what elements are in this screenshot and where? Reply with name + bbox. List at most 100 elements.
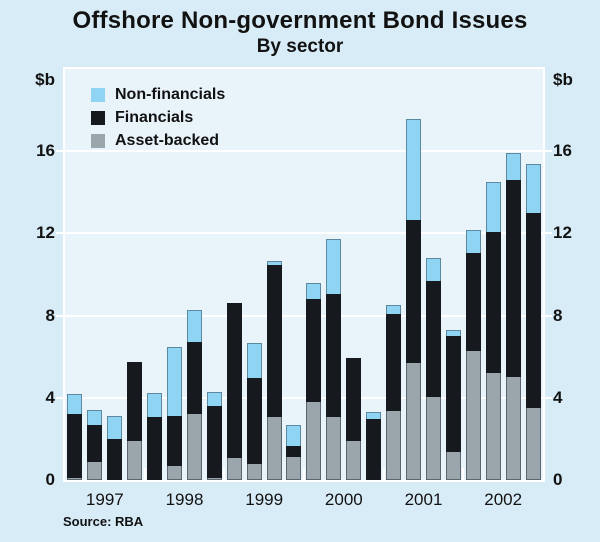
bar-segment-financials — [366, 419, 382, 480]
bar-segment-financials — [126, 361, 142, 441]
bar-segment-financials — [446, 336, 462, 453]
year-separator-tick — [143, 468, 146, 480]
bar-segment-non-financials — [286, 424, 302, 447]
gridline-8 — [65, 314, 543, 317]
bar-segment-non-financials — [206, 391, 222, 407]
bar-segment-asset-backed — [166, 465, 182, 480]
y-tick-label-ytick-left-4: 4 — [45, 387, 55, 407]
legend-label: Asset-backed — [115, 132, 220, 149]
bar-segment-financials — [166, 416, 182, 466]
y-tick-label-ytick-left-0: 0 — [45, 470, 55, 489]
year-separator-tick — [223, 468, 226, 480]
axis-tick-mark — [545, 314, 552, 317]
legend-swatch-icon — [91, 88, 105, 102]
bar-segment-non-financials — [446, 330, 462, 337]
legend-item-asset-backed: Asset-backed — [91, 132, 225, 150]
bar-1998-q1 — [146, 69, 162, 480]
bar-segment-asset-backed — [486, 373, 502, 480]
bar-2002-q2 — [486, 69, 502, 480]
bar-1999-q3 — [266, 69, 282, 480]
y-tick-label-ytick-left-16: 16 — [36, 141, 55, 161]
bar-1999-q1 — [226, 69, 242, 480]
x-tick-label-1997: 1997 — [85, 490, 124, 509]
axis-tick-mark — [56, 396, 63, 399]
bar-segment-asset-backed — [326, 417, 342, 480]
bar-segment-asset-backed — [426, 396, 442, 480]
x-tick-label-1999: 1999 — [245, 490, 284, 509]
bar-segment-asset-backed — [286, 457, 302, 480]
bar-segment-asset-backed — [386, 411, 402, 480]
y-tick-label-ytick-right-16: 16 — [553, 141, 572, 161]
bar-2001-q3 — [426, 69, 442, 480]
axis-tick-mark — [56, 232, 63, 235]
legend-item-financials: Financials — [91, 109, 225, 127]
legend: Non-financials Financials Asset-backed — [91, 86, 225, 150]
bar-1997-q1 — [67, 69, 82, 480]
bar-2000-q4 — [366, 69, 382, 480]
legend-swatch-icon — [91, 111, 105, 125]
bar-segment-asset-backed — [525, 408, 541, 480]
bar-1999-q4 — [286, 69, 302, 480]
plot-area: $b $b 0 0 4 4 8 8 12 12 16 16 Non-financials Finan… — [35, 67, 573, 509]
bar-segment-non-financials — [466, 230, 482, 253]
axis-tick-mark — [545, 232, 552, 235]
bar-segment-financials — [266, 265, 282, 418]
bar-segment-non-financials — [86, 410, 102, 425]
y-tick-label-ytick-left-8: 8 — [45, 305, 55, 325]
gridline-4 — [65, 396, 543, 399]
bar-segment-financials — [286, 446, 302, 458]
bar-segment-financials — [466, 252, 482, 351]
x-tick-label-2001: 2001 — [404, 490, 443, 509]
bar-segment-non-financials — [486, 182, 502, 233]
chart-title: Offshore Non-government Bond Issues — [72, 7, 528, 34]
bar-2001-q1 — [386, 69, 402, 480]
bar-segment-asset-backed — [446, 452, 462, 480]
bar-segment-financials — [386, 313, 402, 412]
axis-tick-mark — [56, 314, 63, 317]
y-axis-unit-left: $b — [35, 70, 55, 89]
y-tick-label-ytick-right-12: 12 — [553, 223, 572, 243]
bar-segment-financials — [86, 424, 102, 462]
source-note: Source: RBA — [63, 514, 144, 529]
bar-segment-financials — [326, 294, 342, 418]
y-tick-label-ytick-right-0: 0 — [553, 470, 563, 489]
bar-segment-asset-backed — [67, 477, 82, 480]
bar-segment-financials — [186, 342, 202, 415]
bar-1997-q3 — [106, 69, 122, 480]
bar-segment-asset-backed — [266, 417, 282, 480]
bar-segment-asset-backed — [206, 477, 222, 480]
bar-segment-asset-backed — [346, 440, 362, 480]
bar-segment-non-financials — [406, 119, 422, 221]
axis-tick-mark — [545, 396, 552, 399]
year-separator-tick — [462, 468, 465, 480]
bar-segment-financials — [146, 417, 162, 480]
y-axis-unit-right: $b — [553, 70, 573, 89]
bar-segment-financials — [106, 438, 122, 480]
y-tick-label-ytick-right-4: 4 — [553, 387, 563, 407]
axis-tick-mark — [545, 150, 552, 153]
legend-label: Financials — [115, 109, 194, 126]
bar-segment-asset-backed — [505, 377, 521, 480]
bar-1998-q4 — [206, 69, 222, 480]
axis-tick-mark — [56, 150, 63, 153]
bar-segment-financials — [525, 212, 541, 409]
bar-segment-financials — [306, 299, 322, 402]
bar-segment-asset-backed — [226, 458, 242, 480]
legend-label: Non-financials — [115, 86, 226, 103]
bar-segment-non-financials — [186, 310, 202, 343]
bar-2000-q1 — [306, 69, 322, 480]
bar-segment-asset-backed — [466, 350, 482, 480]
bar-segment-non-financials — [266, 261, 282, 266]
y-tick-label-ytick-right-8: 8 — [553, 305, 563, 325]
year-separator-tick — [382, 468, 385, 480]
bar-segment-asset-backed — [246, 463, 262, 480]
x-tick-label-1998: 1998 — [165, 490, 204, 509]
bar-segment-non-financials — [505, 153, 521, 180]
bar-segment-asset-backed — [306, 401, 322, 480]
bar-segment-financials — [406, 220, 422, 363]
legend-swatch-icon — [91, 134, 105, 148]
x-tick-label-2000: 2000 — [324, 490, 363, 509]
bar-segment-non-financials — [306, 282, 322, 300]
bar-segment-non-financials — [366, 412, 382, 420]
